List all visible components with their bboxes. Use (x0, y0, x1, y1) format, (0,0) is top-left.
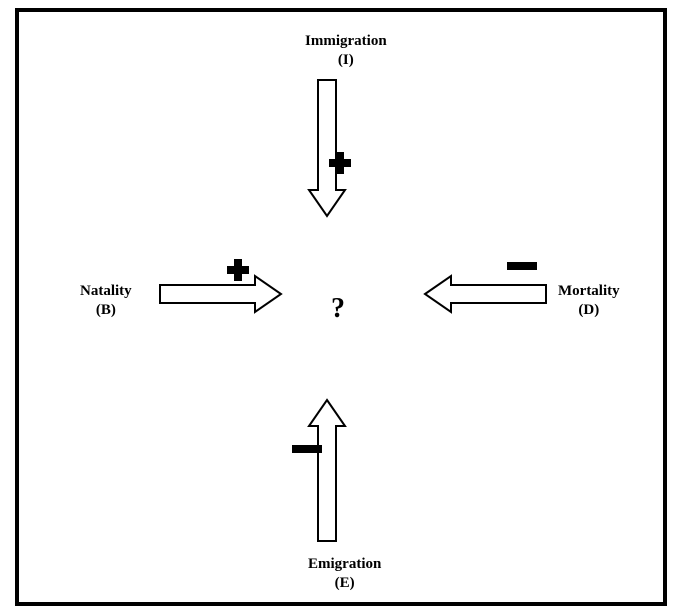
label-natality-line2: (B) (80, 301, 132, 320)
minus-icon-emigration (290, 443, 324, 455)
arrow-emigration (307, 398, 347, 543)
arrow-natality (158, 274, 283, 314)
plus-icon-natality (225, 257, 251, 283)
label-immigration-line1: Immigration (305, 32, 387, 51)
label-immigration-line2: (I) (305, 51, 387, 70)
arrow-immigration (307, 78, 347, 218)
label-mortality: Mortality (D) (558, 282, 620, 320)
label-mortality-line1: Mortality (558, 282, 620, 301)
arrow-mortality (423, 274, 548, 314)
plus-icon-immigration (327, 150, 353, 176)
label-mortality-line2: (D) (558, 301, 620, 320)
minus-icon-mortality (505, 260, 539, 272)
center-question-mark: ? (331, 293, 345, 325)
label-natality-line1: Natality (80, 282, 132, 301)
label-emigration-line1: Emigration (308, 555, 381, 574)
label-natality: Natality (B) (80, 282, 132, 320)
label-immigration: Immigration (I) (305, 32, 387, 70)
label-emigration: Emigration (E) (308, 555, 381, 593)
label-emigration-line2: (E) (308, 574, 381, 593)
